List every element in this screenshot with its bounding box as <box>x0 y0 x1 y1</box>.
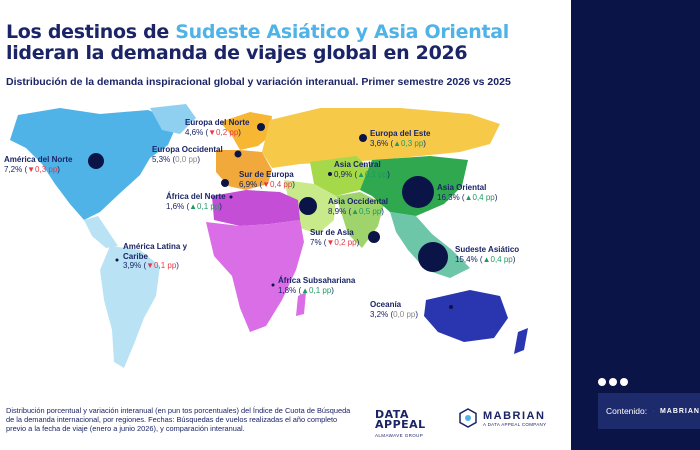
label-western-europe: Europa Occidental 5,3% (0,0 pp) <box>152 145 223 164</box>
bubble-western-asia <box>299 197 317 215</box>
label-east-asia: Asia Oriental 16,3% (▲0,4 pp) <box>437 183 498 202</box>
bubble-eastern-europe <box>359 134 367 142</box>
region-south-america <box>100 246 160 368</box>
bubble-east-asia <box>402 176 434 208</box>
footer-note: Distribución porcentual y variación inte… <box>6 406 351 434</box>
page-title: Los destinos de Sudeste Asiático y Asia … <box>6 21 509 64</box>
region-western-europe <box>216 150 272 190</box>
region-eastern-europe <box>262 108 500 168</box>
label-southeast-asia: Sudeste Asiático 15,4% (▲0,4 pp) <box>455 245 520 264</box>
bubble-central-asia <box>328 172 332 176</box>
region-northern-europe <box>220 112 272 150</box>
region-central-america <box>84 216 118 248</box>
label-western-asia: Asia Occidental 8,9% (▲0,5 pp) <box>328 197 389 216</box>
bubble-latin-america <box>115 258 119 262</box>
region-central-asia <box>310 156 372 196</box>
bubble-southern-europe <box>221 179 229 187</box>
mabrian-hex-icon <box>459 408 477 428</box>
chart-subtitle: Distribución de la demanda inspiracional… <box>6 76 511 88</box>
label-latin-america: América Latina y Caribe 3,9% (▼0,1 pp) <box>123 242 188 270</box>
data-appeal-logo: DATA APPEAL ALMAWAVE GROUP <box>375 408 426 438</box>
bubble-south-asia <box>368 231 380 243</box>
region-new-zealand <box>514 328 528 354</box>
region-north-africa <box>212 190 300 226</box>
mabrian-logo: MABRIAN A DATA APPEAL COMPANY <box>458 408 546 428</box>
bubble-northern-europe <box>257 123 265 131</box>
label-northern-europe: Europa del Norte 4,6% (▼0,2 pp) <box>185 118 250 137</box>
label-north-america: América del Norte 7,2% (▼0,3 pp) <box>4 155 73 174</box>
title-highlight: Sudeste Asiático y Asia Oriental <box>175 21 509 43</box>
decorative-dots <box>598 378 628 386</box>
sidebar-panel: Contenido: MABRIAN <box>571 0 700 450</box>
bubble-southeast-asia <box>418 242 448 272</box>
bubble-north-africa <box>229 195 233 199</box>
label-north-africa: África del Norte 1,6% (▲0,1 pp) <box>166 192 226 211</box>
world-map <box>10 104 528 368</box>
label-eastern-europe: Europa del Este 3,6% (▲0,3 pp) <box>370 129 431 148</box>
mabrian-mini-icon <box>653 410 654 412</box>
region-madagascar <box>296 292 306 316</box>
label-subsaharan-africa: África Subsahariana 1,8% (▲0,1 pp) <box>278 276 356 295</box>
label-central-asia: Asia Central 0,9% (▲0,1 pp) <box>334 160 390 179</box>
label-southern-europe: Sur de Europa 6,9% (▼0,4 pp) <box>239 170 295 189</box>
bubble-north-america <box>88 153 104 169</box>
bubble-oceania <box>449 305 453 309</box>
bubble-subsaharan-africa <box>271 283 275 287</box>
region-oceania <box>424 290 508 342</box>
bubble-western-europe <box>234 150 242 158</box>
content-credit: Contenido: MABRIAN <box>598 393 700 429</box>
label-south-asia: Sur de Asia 7% (▼0,2 pp) <box>310 228 360 247</box>
region-greenland <box>150 104 196 134</box>
label-oceania: Oceanía 3,2% (0,0 pp) <box>370 300 419 319</box>
region-subsaharan-africa <box>206 220 304 332</box>
